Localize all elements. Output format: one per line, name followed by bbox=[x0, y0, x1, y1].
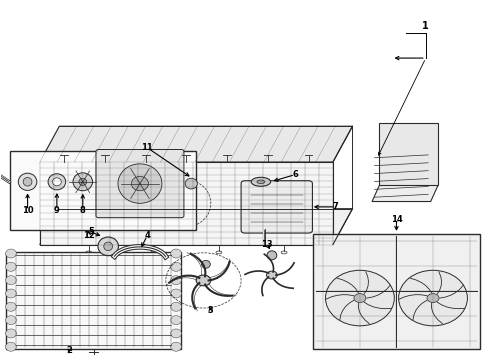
Ellipse shape bbox=[98, 237, 119, 256]
Text: 7: 7 bbox=[333, 202, 338, 211]
Text: 11: 11 bbox=[142, 143, 153, 152]
Ellipse shape bbox=[325, 270, 394, 326]
Polygon shape bbox=[40, 162, 333, 244]
Ellipse shape bbox=[257, 180, 265, 184]
Ellipse shape bbox=[201, 260, 210, 268]
Ellipse shape bbox=[52, 178, 61, 186]
Ellipse shape bbox=[5, 276, 16, 285]
Ellipse shape bbox=[79, 178, 87, 185]
Ellipse shape bbox=[171, 329, 181, 338]
Bar bbox=[314, 234, 480, 348]
Ellipse shape bbox=[427, 294, 439, 302]
Ellipse shape bbox=[354, 294, 366, 302]
Ellipse shape bbox=[171, 276, 181, 285]
Text: 3: 3 bbox=[208, 306, 214, 315]
Ellipse shape bbox=[131, 176, 148, 191]
FancyBboxPatch shape bbox=[241, 181, 313, 233]
Text: 1: 1 bbox=[422, 21, 429, 31]
Polygon shape bbox=[40, 126, 352, 162]
Ellipse shape bbox=[23, 177, 32, 186]
Ellipse shape bbox=[399, 270, 467, 326]
Ellipse shape bbox=[171, 316, 181, 325]
Text: 13: 13 bbox=[261, 240, 273, 249]
Text: 10: 10 bbox=[22, 206, 33, 215]
Ellipse shape bbox=[18, 173, 37, 190]
Ellipse shape bbox=[171, 289, 181, 298]
Bar bbox=[10, 151, 196, 230]
Bar bbox=[5, 252, 181, 348]
Ellipse shape bbox=[73, 173, 93, 191]
Text: 12: 12 bbox=[83, 231, 95, 240]
Ellipse shape bbox=[5, 262, 16, 271]
Ellipse shape bbox=[267, 271, 277, 279]
Polygon shape bbox=[379, 123, 438, 185]
Text: 2: 2 bbox=[66, 346, 72, 355]
Polygon shape bbox=[372, 185, 438, 202]
Text: 5: 5 bbox=[88, 228, 94, 237]
Ellipse shape bbox=[5, 249, 16, 258]
Ellipse shape bbox=[251, 177, 270, 186]
Text: 4: 4 bbox=[145, 231, 150, 240]
Ellipse shape bbox=[104, 242, 113, 251]
Ellipse shape bbox=[171, 302, 181, 311]
Ellipse shape bbox=[48, 174, 66, 190]
Ellipse shape bbox=[171, 249, 181, 258]
Text: 6: 6 bbox=[292, 170, 298, 179]
Text: 8: 8 bbox=[80, 206, 86, 215]
Ellipse shape bbox=[5, 316, 16, 325]
Ellipse shape bbox=[171, 262, 181, 271]
FancyBboxPatch shape bbox=[96, 149, 184, 218]
Text: 9: 9 bbox=[54, 206, 60, 215]
Ellipse shape bbox=[5, 342, 16, 351]
Ellipse shape bbox=[171, 342, 181, 351]
Text: 14: 14 bbox=[391, 215, 402, 224]
Ellipse shape bbox=[196, 275, 211, 286]
Ellipse shape bbox=[267, 251, 277, 260]
Ellipse shape bbox=[5, 289, 16, 298]
Ellipse shape bbox=[5, 302, 16, 311]
Polygon shape bbox=[40, 209, 352, 244]
Ellipse shape bbox=[185, 178, 197, 189]
Ellipse shape bbox=[118, 164, 162, 203]
Ellipse shape bbox=[5, 329, 16, 338]
